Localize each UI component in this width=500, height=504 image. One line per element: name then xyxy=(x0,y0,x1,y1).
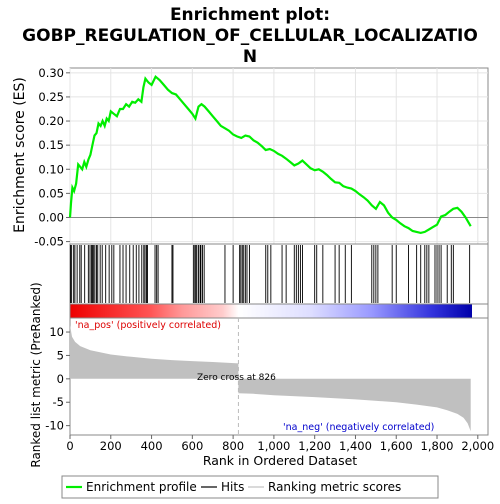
x-tick-label: 1,600 xyxy=(380,439,413,453)
es-y-axis-label: Enrichment score (ES) xyxy=(12,77,28,233)
x-tick-label: 2,000 xyxy=(461,439,494,453)
metric-panel: Zero cross at 826 'na_pos' (positively c… xyxy=(29,282,489,468)
hits-panel xyxy=(69,243,489,305)
chart-title-line2: GOBP_REGULATION_OF_CELLULAR_LOCALIZATIO xyxy=(22,26,478,46)
rank-color-bar xyxy=(70,304,472,318)
x-tick-label: 1,000 xyxy=(257,439,290,453)
es-y-tick-label: 0.05 xyxy=(38,186,64,200)
metric-y-tick-label: -5 xyxy=(53,395,64,409)
x-tick-label: 400 xyxy=(141,439,163,453)
es-y-tick-label: 0.00 xyxy=(38,210,64,224)
metric-y-tick-label: 10 xyxy=(49,325,64,339)
x-tick-label: 800 xyxy=(222,439,244,453)
legend-hits-label: Hits xyxy=(221,480,244,494)
zero-cross-label: Zero cross at 826 xyxy=(197,373,276,383)
x-tick-label: 1,400 xyxy=(339,439,372,453)
hits-panel-frame xyxy=(69,243,489,305)
es-y-tick-label: 0.30 xyxy=(38,66,64,80)
ranking-metric-area xyxy=(70,325,471,432)
legend: Enrichment profile Hits Ranking metric s… xyxy=(61,475,439,499)
chart-title-line1: Enrichment plot: xyxy=(170,5,330,25)
x-tick-label: 200 xyxy=(100,439,122,453)
pos-correlated-label: 'na_pos' (positively correlated) xyxy=(75,320,221,331)
es-y-tick-label: 0.20 xyxy=(38,114,64,128)
x-tick-label: 600 xyxy=(181,439,203,453)
x-tick-label: 0 xyxy=(66,439,73,453)
chart-title-line3: N xyxy=(243,47,257,67)
legend-enrichment-label: Enrichment profile xyxy=(86,480,197,494)
x-axis-label: Rank in Ordered Dataset xyxy=(203,453,357,468)
x-tick-label: 1,800 xyxy=(421,439,454,453)
es-panel: -0.05 0.00 0.05 0.10 0.15 0.20 0.25 0.30 Enrich… xyxy=(12,66,489,249)
metric-y-tick-label: 5 xyxy=(57,348,64,362)
neg-correlated-label: 'na_neg' (negatively correlated) xyxy=(283,422,434,433)
es-y-tick-label: 0.15 xyxy=(38,138,64,152)
es-y-tick-label: 0.10 xyxy=(38,162,64,176)
enrichment-profile-line xyxy=(68,74,472,235)
es-y-tick-label: 0.25 xyxy=(38,90,64,104)
es-y-tick-label: -0.05 xyxy=(34,235,64,249)
metric-y-tick-label: -10 xyxy=(45,419,64,433)
x-tick-label: 1,200 xyxy=(298,439,331,453)
metric-y-axis-label: Ranked list metric (PreRanked) xyxy=(29,282,43,467)
legend-metric-label: Ranking metric scores xyxy=(268,480,401,494)
metric-y-tick-label: 0 xyxy=(57,372,64,386)
